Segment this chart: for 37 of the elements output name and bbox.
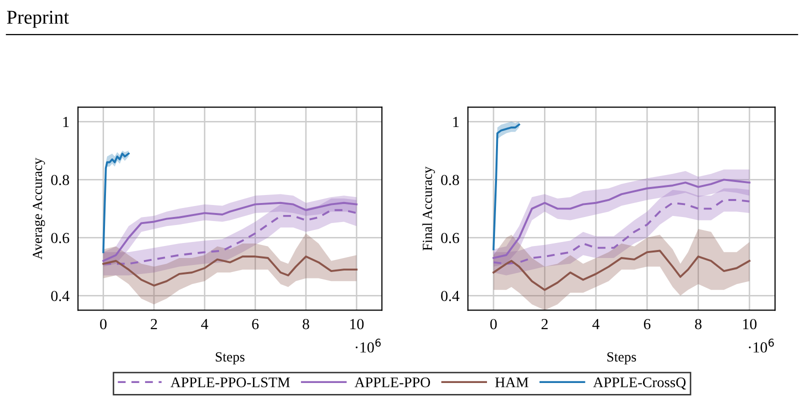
- x-axis-title: Steps: [607, 352, 636, 364]
- x-tick-label: 4: [592, 319, 600, 330]
- x-tick-label: 6: [252, 319, 259, 330]
- y-axis-title: Average Accuracy: [32, 158, 45, 260]
- y-tick-label: 0.4: [441, 290, 460, 302]
- text: Preprint: [6, 10, 69, 28]
- y-tick-label: 1: [63, 116, 69, 127]
- y-axis-title: Final Accuracy: [422, 166, 435, 251]
- legend-label: HAM: [495, 378, 528, 388]
- x-tick-label: 2: [542, 319, 548, 330]
- x-tick-label: 10: [350, 318, 364, 330]
- x-tick-label: 4: [201, 319, 208, 330]
- y-tick-label: 0.6: [51, 232, 70, 244]
- text: ·10$^{6}$: [748, 338, 774, 353]
- y-tick-label: 0.6: [441, 232, 460, 244]
- line-series: [102, 209, 358, 265]
- line-series: [102, 202, 358, 262]
- text: ·10$^{6}$: [356, 338, 381, 353]
- x-tick-label: 8: [302, 318, 310, 330]
- x-axis-title: Steps: [216, 352, 244, 364]
- line-series: [492, 250, 750, 291]
- y-tick-label: 0.8: [51, 174, 70, 186]
- x-tick-label: 6: [644, 319, 650, 330]
- x-tick-label: 8: [695, 318, 702, 330]
- y-tick-label: 0.8: [441, 174, 460, 186]
- legend-label: APPLE-PPO: [354, 378, 430, 388]
- legend-label: APPLE-PPO-LSTM: [170, 378, 290, 388]
- line-series: [102, 256, 358, 287]
- x-tick-label: 10: [743, 318, 757, 330]
- y-tick-label: 1: [453, 116, 459, 127]
- line-series: [492, 199, 750, 265]
- x-tick-label: 0: [100, 318, 107, 330]
- y-tick-label: 0.4: [51, 290, 70, 302]
- legend-label: APPLE-CrossQ: [593, 378, 686, 390]
- x-tick-label: 0: [490, 318, 497, 330]
- line-series: [492, 178, 750, 259]
- x-tick-label: 2: [150, 319, 157, 330]
